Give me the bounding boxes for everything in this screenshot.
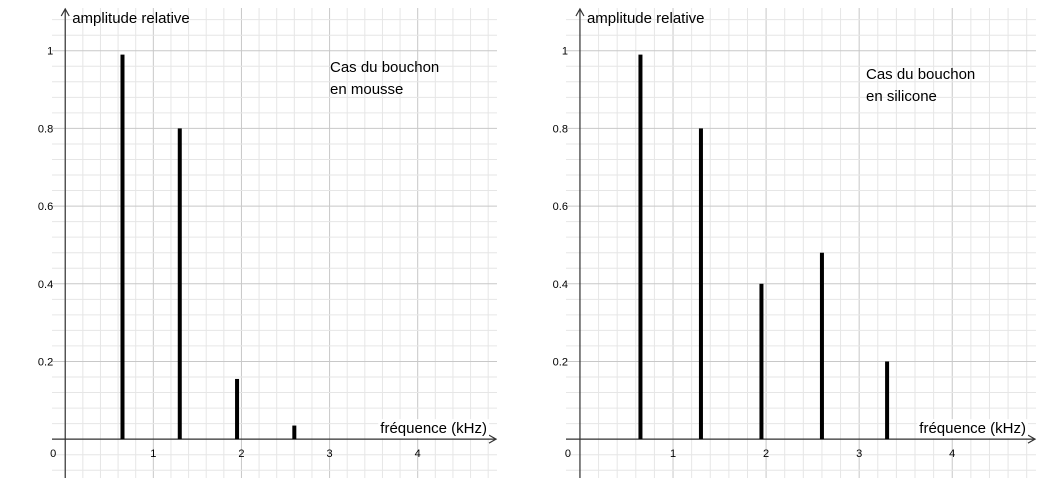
x-axis-label-bg — [917, 419, 1028, 439]
y-tick-label: 0.4 — [38, 279, 53, 291]
y-tick-label: 0.8 — [553, 123, 568, 135]
x-axis-arrow — [488, 434, 498, 444]
annotation-line: en silicone — [866, 88, 937, 105]
annotation-line: en mousse — [330, 81, 403, 98]
chart-panel-silicone: 0.2 0.4 0.6 0.8 1 0 1 2 3 4 amplitude relative fréq… — [528, 0, 1038, 479]
y-tick-label: 0.6 — [553, 201, 568, 213]
y-tick-label: 1 — [47, 46, 53, 58]
x-axis-arrow — [1027, 434, 1037, 444]
x-tick-label: 4 — [415, 448, 421, 460]
x-tick-label: 0 — [565, 448, 571, 460]
spectrum-bar — [177, 128, 182, 440]
x-axis-label-bg — [378, 419, 489, 439]
x-tick-label: 0 — [50, 448, 56, 460]
y-axis-label: amplitude relative — [72, 10, 190, 27]
spectrum-bar — [235, 378, 240, 440]
spectrum-bar — [759, 283, 764, 440]
x-tick-label: 3 — [856, 448, 862, 460]
x-tick-label: 1 — [150, 448, 156, 460]
x-tick-label: 4 — [949, 448, 955, 460]
x-tick-label: 3 — [327, 448, 333, 460]
y-tick-label: 0.2 — [553, 356, 568, 368]
y-axis-arrow — [575, 7, 585, 17]
chart-panel-mousse: 0.2 0.4 0.6 0.8 1 0 1 2 3 4 amplitude relative fréq… — [0, 0, 510, 479]
annotation-line: Cas du bouchon — [866, 66, 975, 83]
annotation-line: Cas du bouchon — [330, 59, 439, 76]
x-tick-label: 2 — [238, 448, 244, 460]
spectrum-bar — [885, 361, 890, 440]
spectrum-bar — [638, 54, 643, 440]
x-axis-label: fréquence (kHz) — [380, 420, 487, 437]
x-axis-label: fréquence (kHz) — [919, 420, 1026, 437]
y-axis-label: amplitude relative — [587, 10, 705, 27]
spectrum-bar — [698, 128, 703, 440]
chart-silicone: 0.2 0.4 0.6 0.8 1 0 1 2 3 4 amplitude relative fréq… — [553, 7, 1037, 478]
chart-mousse: 0.2 0.4 0.6 0.8 1 0 1 2 3 4 amplitude relative fréq… — [38, 7, 498, 478]
y-tick-label: 1 — [562, 46, 568, 58]
y-tick-label: 0.6 — [38, 201, 53, 213]
y-tick-label: 0.4 — [553, 279, 568, 291]
spectrum-bar — [120, 54, 125, 440]
grid — [52, 8, 497, 478]
spectrum-bar — [292, 425, 297, 440]
x-tick-label: 1 — [670, 448, 676, 460]
y-tick-label: 0.8 — [38, 123, 53, 135]
spectrum-bar — [819, 252, 824, 440]
y-axis-arrow — [60, 7, 70, 17]
y-tick-label: 0.2 — [38, 356, 53, 368]
x-tick-label: 2 — [763, 448, 769, 460]
